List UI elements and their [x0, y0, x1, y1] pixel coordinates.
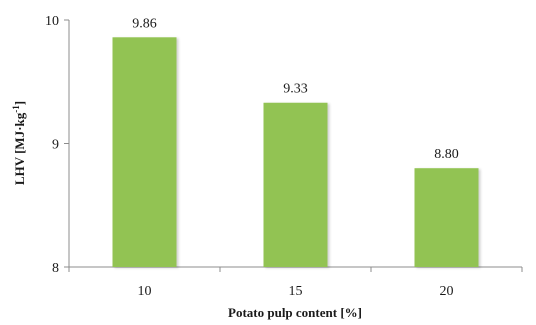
bar-10 [112, 37, 177, 267]
y-tick-label-8: 8 [52, 261, 59, 276]
data-labels: 9.86 9.33 8.80 [132, 16, 459, 162]
x-axis [68, 266, 523, 272]
y-tick-label-9: 9 [52, 138, 59, 153]
bar-15 [263, 102, 328, 268]
data-label-10: 9.86 [132, 16, 157, 31]
x-ticks [68, 267, 523, 272]
y-ticks [64, 19, 69, 268]
x-axis-title: Potato pulp content [%] [228, 305, 362, 320]
data-label-15: 9.33 [283, 82, 308, 97]
data-label-20: 8.80 [434, 147, 459, 162]
x-tick-label-15: 15 [289, 284, 303, 299]
x-tick-label-20: 20 [440, 284, 454, 299]
x-tick-labels: 10 15 20 [138, 284, 454, 299]
y-tick-labels: 8 9 10 [45, 14, 59, 276]
bar-20 [414, 168, 479, 267]
y-axis-title: LHV [MJ·kg-1] [11, 101, 27, 185]
y-axis-title-superscript: -1 [11, 105, 21, 113]
x-tick-label-10: 10 [138, 284, 152, 299]
y-tick-label-10: 10 [45, 14, 59, 29]
bar-series [112, 37, 479, 268]
y-axis-title-main: LHV [MJ·kg [12, 112, 27, 185]
y-axis-title-close: ] [12, 101, 27, 105]
y-axis [64, 19, 70, 268]
